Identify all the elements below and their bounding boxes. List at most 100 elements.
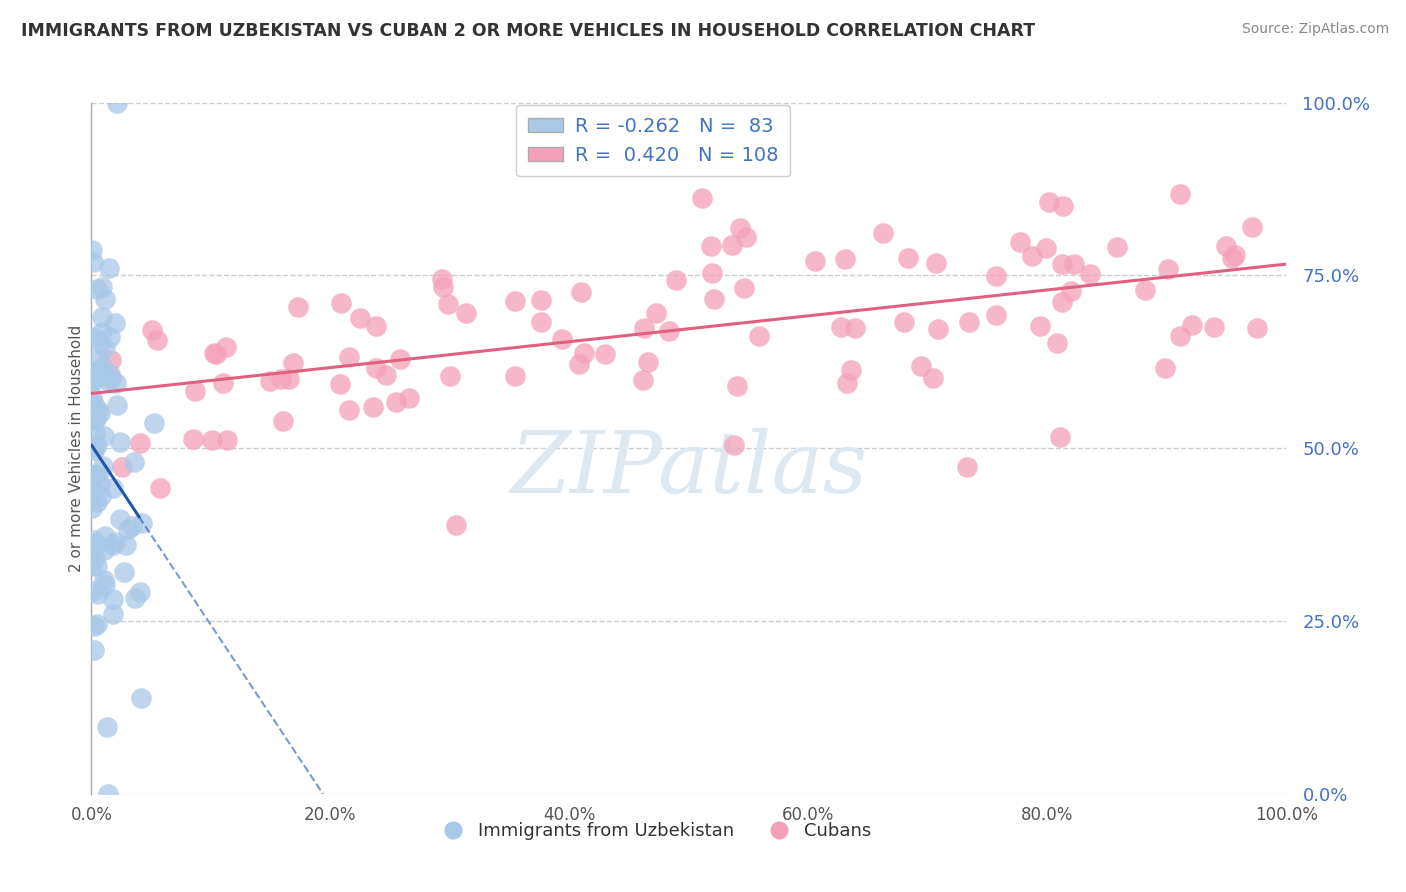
Point (82, 255, 104, 269)
Point (385, 394, 408, 409)
Point (82, 475, 104, 490)
Point (212, 376, 235, 390)
Point (82, 467, 104, 482)
Point (703, 292, 725, 306)
Point (204, 346, 226, 360)
Point (503, 293, 526, 308)
Point (1181, 318, 1204, 332)
Point (112, 566, 135, 580)
Point (89, 336, 111, 351)
Point (104, 376, 127, 390)
Point (124, 591, 146, 605)
Point (720, 238, 742, 252)
Point (1050, 257, 1073, 271)
Point (111, 459, 134, 474)
Point (349, 311, 371, 326)
Point (93, 574, 115, 588)
Point (104, 534, 127, 549)
Point (723, 438, 745, 452)
Point (834, 252, 856, 267)
Point (1246, 321, 1268, 335)
Point (893, 315, 915, 329)
Point (83, 467, 105, 482)
Point (80, 500, 103, 515)
Point (281, 355, 304, 369)
Point (1021, 248, 1043, 262)
Point (374, 368, 396, 382)
Point (181, 432, 204, 446)
Point (1060, 284, 1083, 298)
Point (141, 323, 163, 337)
Text: ZIPatlas: ZIPatlas (510, 427, 868, 510)
Point (1153, 361, 1175, 376)
Point (146, 333, 169, 347)
Point (86, 283, 108, 297)
Point (94, 292, 117, 306)
Point (633, 321, 655, 335)
Point (83, 397, 105, 411)
Point (104, 316, 127, 330)
Point (1133, 284, 1156, 298)
Point (804, 254, 827, 268)
Point (733, 281, 755, 295)
Point (1078, 267, 1101, 281)
Point (91, 459, 114, 474)
Point (1052, 199, 1074, 213)
Point (259, 374, 281, 388)
Point (80, 390, 103, 404)
Point (80, 373, 103, 387)
Point (122, 455, 145, 469)
Point (1035, 241, 1057, 255)
Point (1215, 239, 1237, 253)
Point (121, 519, 143, 533)
Point (1050, 295, 1073, 310)
Point (98, 375, 121, 389)
Point (91, 326, 114, 340)
Point (432, 280, 454, 294)
Point (98, 260, 121, 275)
Point (330, 295, 353, 310)
Point (593, 347, 616, 361)
Point (80, 243, 103, 257)
Point (108, 434, 131, 449)
Point (569, 285, 592, 300)
Point (1168, 186, 1191, 201)
Point (184, 384, 207, 398)
Point (551, 332, 574, 346)
Point (503, 368, 526, 383)
Point (1222, 251, 1244, 265)
Legend: Immigrants from Uzbekistan, Cubans: Immigrants from Uzbekistan, Cubans (427, 814, 879, 847)
Point (645, 306, 668, 320)
Point (1038, 195, 1060, 210)
Point (83, 619, 105, 633)
Point (872, 227, 894, 241)
Point (389, 351, 412, 366)
Point (101, 481, 124, 495)
Point (839, 363, 862, 377)
Point (100, 353, 122, 368)
Point (444, 518, 467, 533)
Point (90, 310, 112, 325)
Point (83, 330, 105, 344)
Point (439, 368, 461, 383)
Point (83, 484, 105, 499)
Point (897, 251, 920, 265)
Point (128, 585, 150, 599)
Point (131, 691, 153, 706)
Point (93, 543, 115, 558)
Point (748, 329, 770, 343)
Point (957, 314, 980, 328)
Point (82, 468, 104, 483)
Point (454, 306, 477, 320)
Point (1063, 256, 1085, 270)
Point (83, 533, 105, 547)
Point (94, 577, 117, 591)
Point (82, 371, 104, 385)
Point (86, 558, 108, 573)
Point (337, 402, 360, 417)
Point (105, 398, 128, 412)
Point (398, 391, 420, 405)
Point (97, 787, 120, 801)
Text: Source: ZipAtlas.com: Source: ZipAtlas.com (1241, 22, 1389, 37)
Point (86, 365, 108, 379)
